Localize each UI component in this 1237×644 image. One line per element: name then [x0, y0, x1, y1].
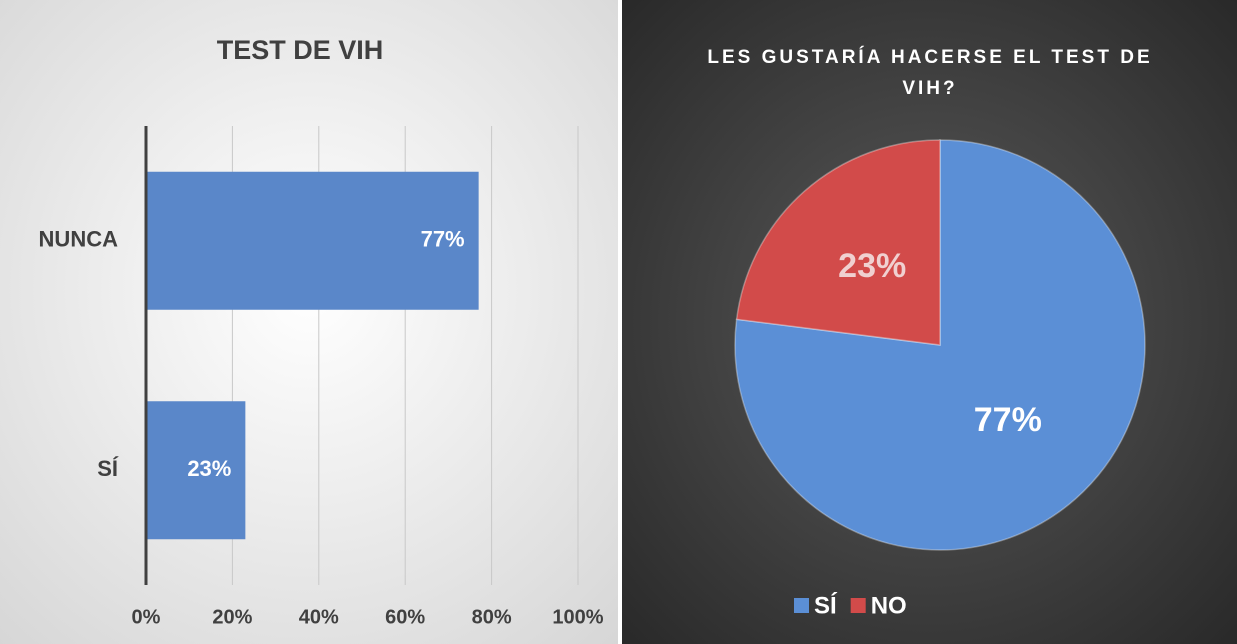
- legend-label: NO: [871, 592, 907, 619]
- legend-swatch: [850, 598, 866, 613]
- x-tick-label: 40%: [299, 606, 339, 628]
- x-tick-label: 100%: [552, 606, 603, 628]
- chart-title: LES GUSTARÍA HACERSE EL TEST DE VIH?: [707, 47, 1153, 99]
- category-label: SÍ: [97, 456, 119, 481]
- x-tick-label: 0%: [132, 606, 161, 628]
- x-tick-label: 80%: [472, 606, 512, 628]
- pie-chart: 77% 23% SÍ NO: [622, 0, 1237, 644]
- pie-slice: [734, 139, 1146, 551]
- legend-label: SÍ: [814, 591, 838, 619]
- bar: [146, 401, 246, 540]
- data-label: 23%: [838, 247, 906, 285]
- pie-slice: [735, 139, 941, 346]
- bar: [146, 171, 479, 310]
- x-tick-label: 20%: [212, 606, 252, 628]
- data-label: 77%: [421, 227, 465, 252]
- category-label: NUNCA: [39, 227, 119, 252]
- data-label: 23%: [187, 456, 231, 481]
- legend-swatch: [794, 598, 809, 613]
- x-tick-label: 60%: [385, 606, 425, 628]
- panel-background: [0, 0, 618, 644]
- data-label: 77%: [974, 401, 1042, 439]
- chart-title: TEST DE VIH: [217, 35, 384, 65]
- bar-chart: TEST DE VIH 0% 20% 40% 60% 80% 100% NUNCA 77% SÍ…: [0, 0, 618, 644]
